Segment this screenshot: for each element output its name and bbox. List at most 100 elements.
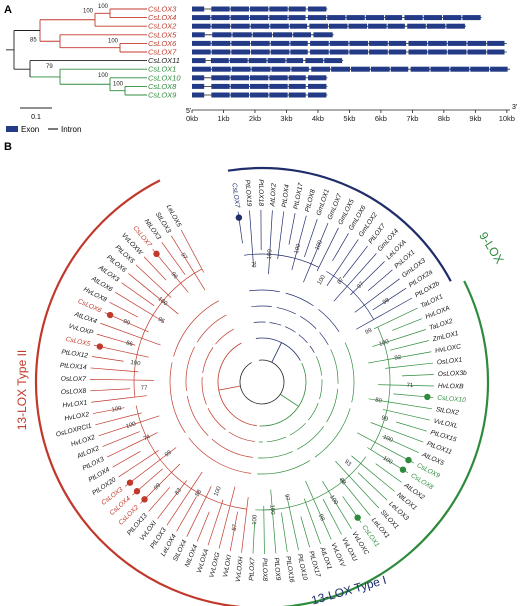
panel-a-phylogeny: 100 100 85 100 79 100 100 [6,4,147,96]
terminal-branch [382,435,419,453]
terminal-branch [305,480,332,540]
terminal-branch [112,451,141,468]
leaf-label: OsLOX3b [438,370,468,378]
exon-block [269,15,288,21]
terminal-branch [91,356,124,362]
gene-label: CsLOX7 [148,48,177,57]
terminal-branch [148,487,171,512]
panel-b-group-arcs [34,166,490,606]
exon-block [211,15,230,21]
bootstrap-value: 98 [317,513,325,522]
terminal-branch [354,278,400,313]
clade-arc [253,321,266,323]
group-root-spoke [280,393,299,407]
clade-arc [173,300,219,357]
exon-block [288,75,306,81]
terminal-branch [367,269,393,291]
exon-block [385,15,403,21]
bootstrap-value: 100 [315,239,325,251]
intron-legend-label: Intron [61,125,81,134]
exon-block [230,75,250,81]
exon-block [311,66,331,72]
terminal-branch [322,498,342,535]
clade-arc [318,309,340,333]
exon-block [349,40,369,46]
group-outer-arc [34,179,240,606]
exon-block [211,83,230,89]
terminal-branch [339,478,371,516]
panel-a-scale-bar: 0.1 [20,107,52,121]
terminal-branch [385,362,433,369]
exon-block [230,15,249,21]
clade-arc [315,356,322,376]
terminal-branch [100,322,161,346]
bootstrap-value: 98 [382,297,391,306]
leaf-label: CsLOX10 [437,395,466,405]
clade-arc [330,349,339,384]
exon-block [407,23,426,29]
exon-block [329,49,349,55]
group-root-arc [259,362,307,427]
exon-block [251,40,270,46]
terminal-branch [90,367,139,373]
axis-tick-label: 6kb [375,114,387,123]
exon-block [271,66,291,72]
terminal-branch [121,282,155,307]
exon-block [447,49,467,55]
leaf-label: HvLOX1 [62,399,88,409]
exon-block [462,15,481,21]
bootstrap-value: 88 [195,488,204,497]
group-outer-arc [227,166,452,282]
panel-a-gene-structure: A 100 100 85 100 79 100 100 CsLOX3CsLOX4CsLOX2… [4,4,517,134]
terminal-branch [241,497,249,553]
group-outer-arc [282,280,490,606]
clade-arc [370,326,391,450]
leaf-label: VvLOXA [196,548,211,575]
terminal-branch [102,431,140,447]
terminal-branch [332,233,349,262]
bootstrap-value: 71 [407,383,414,389]
bootstrap-value: 100 [328,494,339,506]
bootstrap-label: 100 [83,8,94,14]
axis-tick-label: 8kb [438,114,450,123]
gene-marker-dot [235,214,243,221]
clade-arc [284,326,296,333]
gene-marker-dot [133,488,141,495]
exon-block [231,49,251,55]
exon-block [404,15,423,21]
clade-arc [344,342,355,403]
exon-block [211,75,230,81]
exon-block [470,66,490,72]
exon-block [267,58,286,64]
exon-block [288,15,306,21]
exon-block [211,92,230,98]
terminal-branch [373,307,418,330]
terminal-branch [91,395,147,403]
panel-a-gene-models [192,6,510,98]
terminal-branch [342,245,368,278]
exon-block [428,40,447,46]
exon-block [308,6,327,12]
leaf-label: PtLOX16 [284,556,295,584]
exon-block [192,75,205,81]
leaf-label: PtLOX12 [61,349,89,360]
root-arc [239,359,285,405]
terminal-branch [125,447,177,487]
terminal-branch [93,344,149,358]
exon-block [443,15,462,21]
exon-block [327,15,346,21]
bootstrap-value: 99 [153,482,162,491]
leaf-label: PtLOX19 [243,180,252,208]
exon-block [305,58,324,64]
exon-block [328,23,348,29]
exon-block [229,58,248,64]
exon-block [293,32,312,38]
exon-block [290,40,308,46]
exon-block [487,40,505,46]
clade-arc [249,289,280,293]
terminal-branch [196,511,210,542]
clade-arc [276,307,296,315]
terminal-branch [176,496,197,532]
terminal-branch [300,516,311,548]
scale-bar-label: 0.1 [31,114,41,121]
